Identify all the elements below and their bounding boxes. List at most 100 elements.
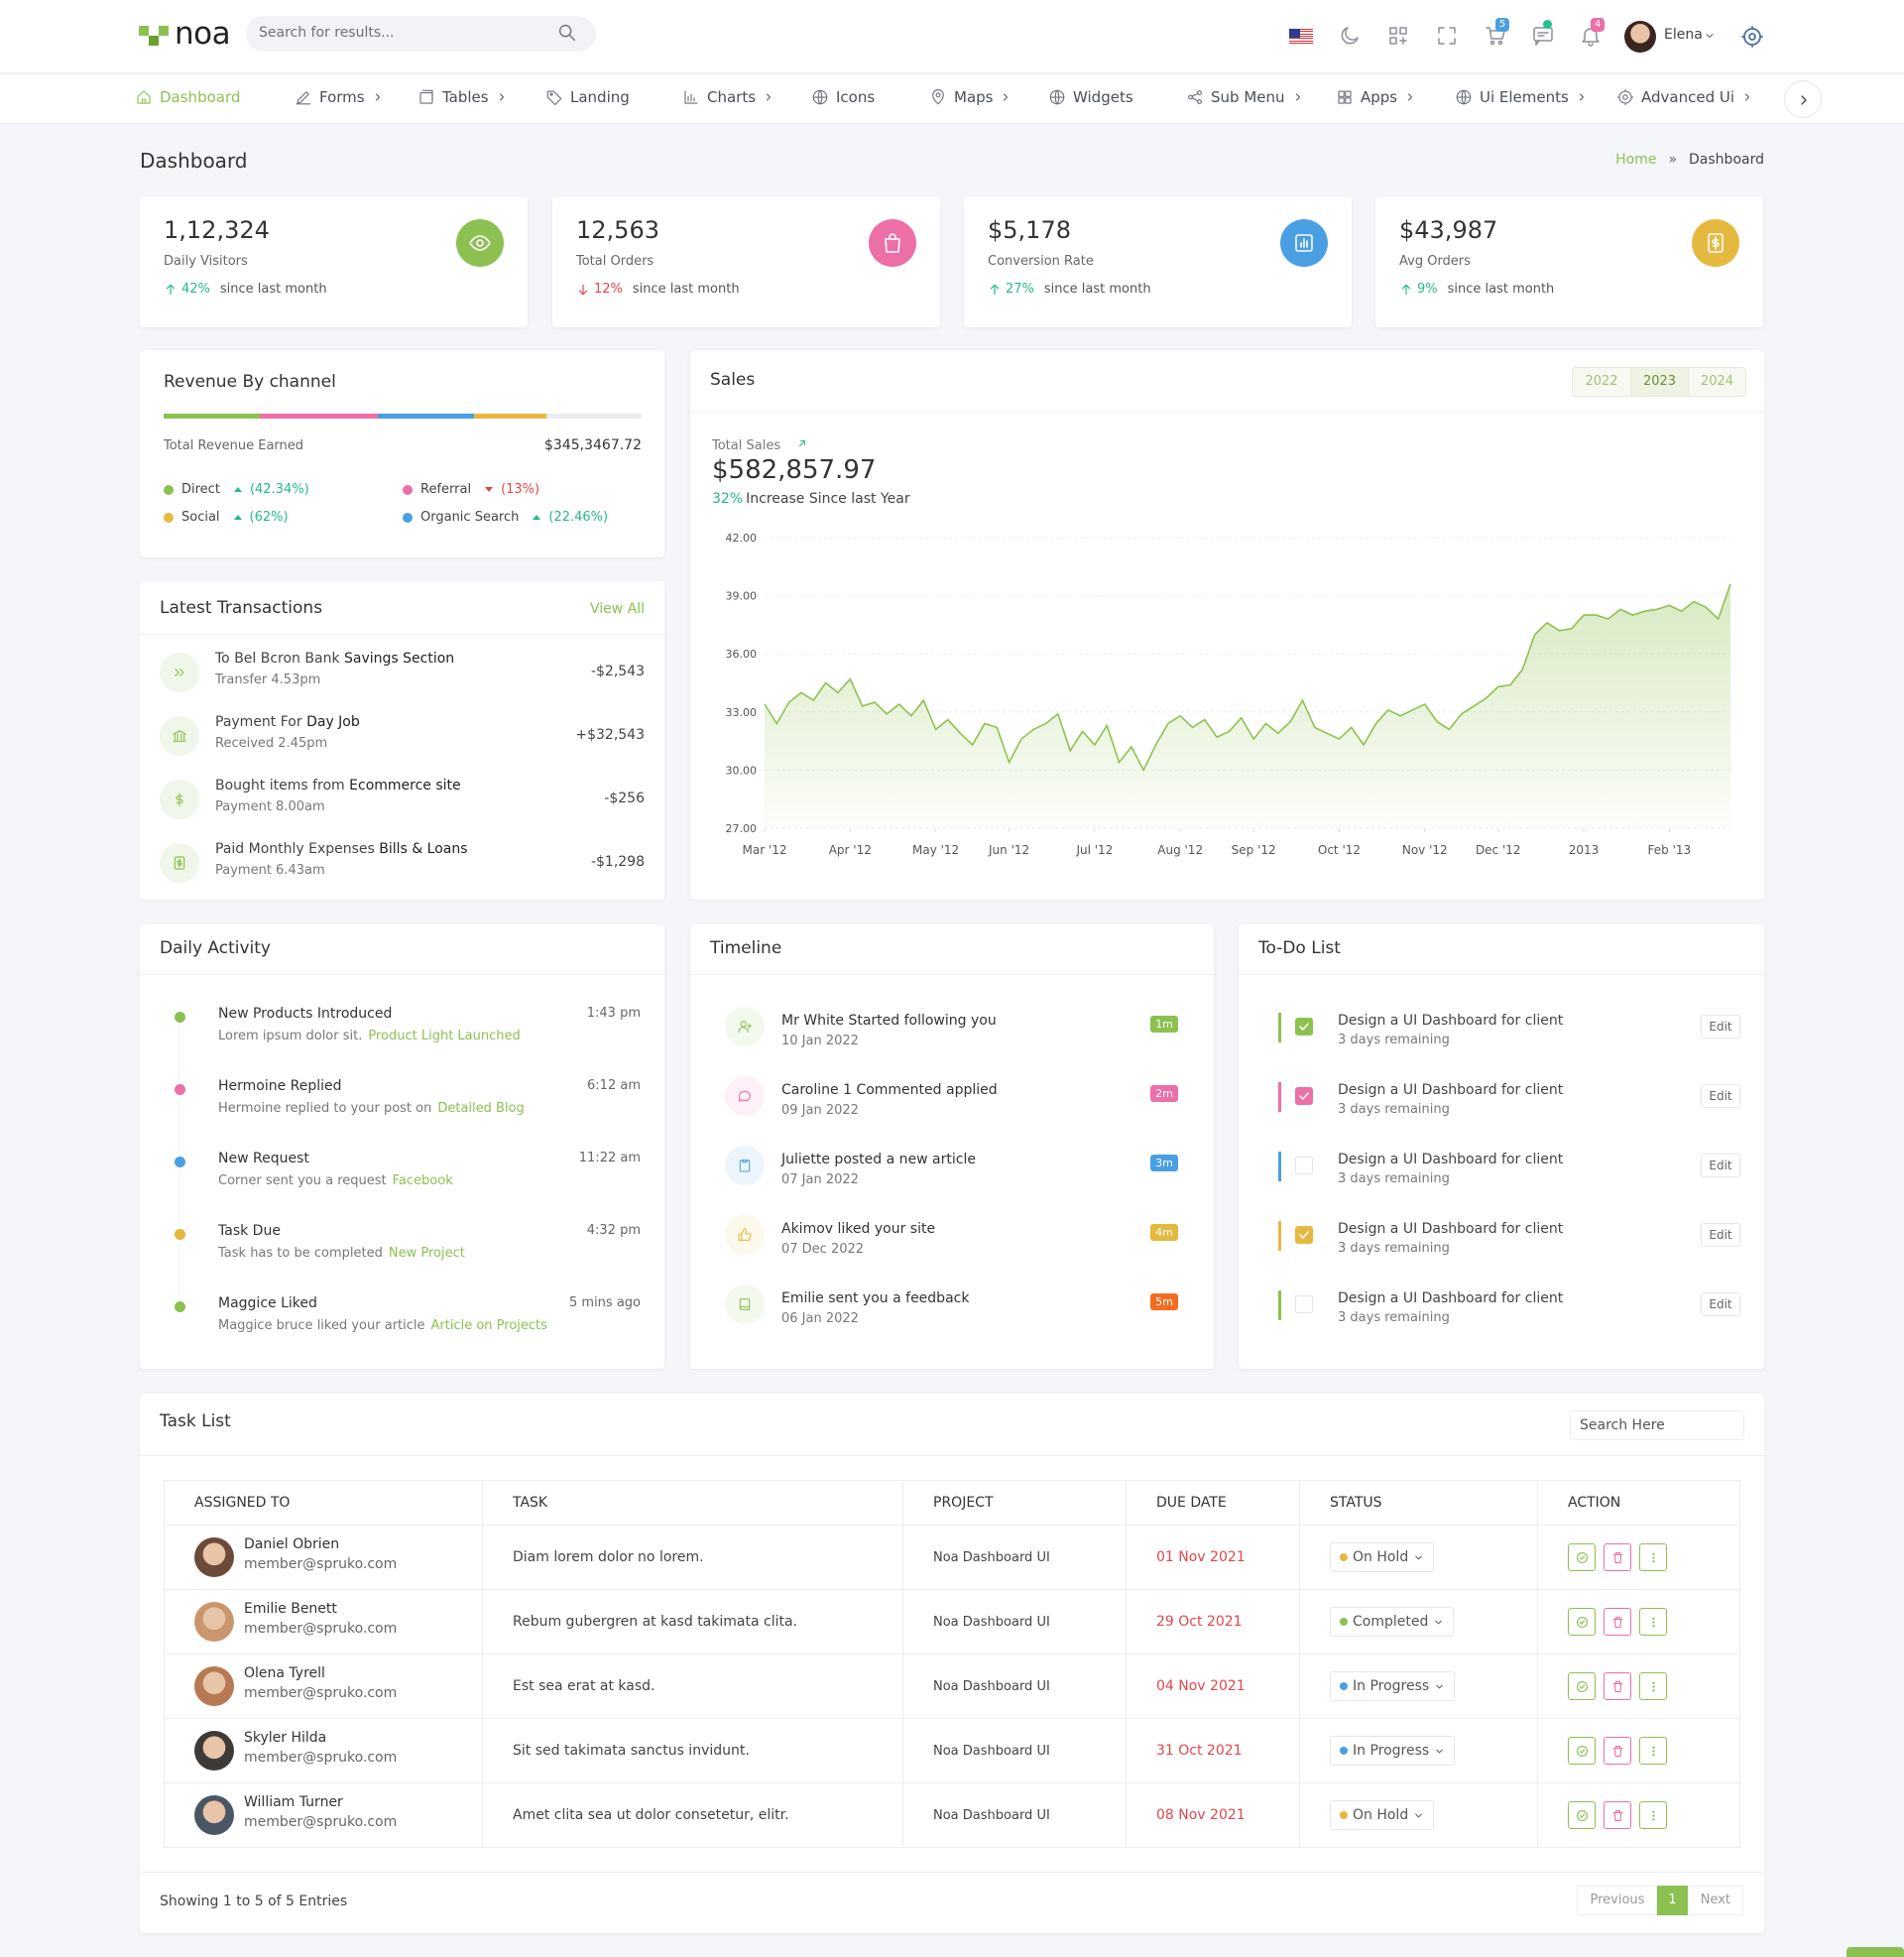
nav-label[interactable]: Landing [570, 88, 630, 106]
activity-link[interactable]: Facebook [392, 1173, 453, 1188]
action-button[interactable] [1604, 1543, 1631, 1571]
nav-item[interactable]: Charts [682, 88, 774, 106]
divider [690, 974, 1214, 975]
nav-item[interactable]: Ui Elements [1455, 88, 1588, 106]
nav-label[interactable]: Widgets [1073, 88, 1133, 106]
icon-part [174, 856, 185, 870]
nav-item[interactable]: Dashboard [135, 88, 240, 106]
todo-note: 3 days remaining [1338, 1241, 1450, 1256]
icon-part [1652, 1617, 1655, 1620]
nav-label[interactable]: Forms [319, 88, 365, 106]
activity-link[interactable]: Product Light Launched [368, 1029, 521, 1043]
year-tab[interactable]: 2024 [1688, 368, 1745, 396]
search-box[interactable]: Search for results... [246, 16, 596, 52]
transaction-icon [160, 780, 199, 819]
nav-item[interactable]: Apps [1336, 88, 1416, 106]
nav-item[interactable]: Maps [929, 88, 1012, 106]
chat-button[interactable] [1530, 23, 1556, 49]
status-label: Completed [1353, 1614, 1429, 1630]
language-flag[interactable] [1289, 29, 1313, 45]
action-button[interactable] [1604, 1801, 1631, 1829]
action-button[interactable] [1639, 1737, 1667, 1765]
nav-label[interactable]: Icons [836, 88, 876, 106]
edit-button[interactable]: Edit [1701, 1154, 1740, 1177]
nav-label[interactable]: Maps [954, 88, 994, 106]
checkbox[interactable] [1295, 1295, 1313, 1313]
action-button[interactable] [1604, 1672, 1631, 1700]
checkbox[interactable] [1295, 1018, 1313, 1036]
stat-label: Conversion Rate [988, 254, 1094, 269]
channel-dot [403, 484, 413, 495]
status-chip[interactable]: Completed [1330, 1607, 1455, 1637]
action-button[interactable] [1568, 1543, 1596, 1571]
page-button[interactable]: Next [1687, 1886, 1743, 1915]
task-cell: Amet clita sea ut dolor consetetur, elit… [482, 1782, 903, 1848]
checkbox[interactable] [1295, 1157, 1313, 1174]
icon [419, 89, 433, 104]
nav-label[interactable]: Dashboard [160, 88, 241, 106]
nav-label[interactable]: Ui Elements [1480, 88, 1569, 106]
channel-dot [164, 484, 174, 495]
nav-item[interactable]: Tables [417, 88, 508, 106]
task-search[interactable]: Search Here [1570, 1410, 1744, 1440]
activity-link[interactable]: New Project [388, 1246, 465, 1261]
status-label: On Hold [1353, 1549, 1409, 1565]
year-tab[interactable]: 2023 [1630, 368, 1688, 396]
status-chip[interactable]: In Progress [1330, 1671, 1456, 1701]
activity-link[interactable]: Article on Projects [430, 1318, 547, 1333]
nav-item[interactable]: Landing [545, 88, 630, 106]
edit-button[interactable]: Edit [1701, 1292, 1740, 1316]
nav-label[interactable]: Sub Menu [1211, 88, 1285, 106]
edit-button[interactable]: Edit [1701, 1223, 1740, 1247]
transaction-icon [160, 716, 199, 756]
icon-part [1436, 1684, 1443, 1688]
nav-label[interactable]: Apps [1361, 88, 1398, 106]
action-button[interactable] [1639, 1672, 1667, 1700]
progress-segment [164, 414, 260, 419]
status-chip[interactable]: On Hold [1330, 1800, 1435, 1830]
icon-part [767, 93, 772, 101]
icon-part [739, 1090, 751, 1102]
action-button[interactable] [1604, 1608, 1631, 1636]
nav-scroll-button[interactable] [1784, 80, 1822, 118]
full-button[interactable] [1434, 23, 1460, 49]
nav-label[interactable]: Advanced Ui [1641, 88, 1735, 106]
status-chip[interactable]: In Progress [1330, 1736, 1456, 1766]
page-button[interactable]: 1 [1657, 1886, 1688, 1915]
icon [1612, 1745, 1623, 1758]
nav-item[interactable]: Widgets [1048, 88, 1133, 106]
nav-item[interactable]: Icons [811, 88, 875, 106]
view-all-link[interactable]: View All [589, 601, 645, 617]
edit-button[interactable]: Edit [1701, 1084, 1740, 1108]
nav-item[interactable]: Forms [295, 88, 384, 106]
trend-arrow [533, 515, 541, 520]
nav-label[interactable]: Tables [442, 88, 489, 106]
checkbox[interactable] [1295, 1087, 1313, 1105]
user-name[interactable]: Elena [1664, 27, 1703, 43]
nav-label[interactable]: Charts [707, 88, 757, 106]
action-button[interactable] [1639, 1608, 1667, 1636]
activity-link[interactable]: Detailed Blog [437, 1101, 525, 1116]
nav-item[interactable]: Advanced Ui [1616, 88, 1753, 106]
nav-item[interactable]: Sub Menu [1186, 88, 1304, 106]
action-button[interactable] [1568, 1672, 1596, 1700]
year-tab[interactable]: 2022 [1573, 368, 1630, 396]
priority-bar [1278, 1290, 1281, 1320]
activity-time: 5 mins ago [569, 1295, 641, 1310]
user-avatar[interactable] [1624, 21, 1656, 53]
breadcrumb-link[interactable]: Home [1615, 152, 1657, 168]
action-button[interactable] [1639, 1543, 1667, 1571]
scroll-top-tab[interactable] [1846, 1947, 1904, 1957]
checkbox[interactable] [1295, 1226, 1313, 1244]
action-button[interactable] [1568, 1608, 1596, 1636]
action-button[interactable] [1568, 1801, 1596, 1829]
page-button[interactable]: Previous [1577, 1886, 1658, 1915]
channel-change: (62%) [249, 510, 289, 525]
action-button[interactable] [1568, 1737, 1596, 1765]
action-button[interactable] [1639, 1801, 1667, 1829]
edit-button[interactable]: Edit [1701, 1015, 1740, 1039]
status-chip[interactable]: On Hold [1330, 1542, 1435, 1572]
action-button[interactable] [1604, 1737, 1631, 1765]
moon-button[interactable] [1337, 23, 1363, 49]
grid-button[interactable] [1385, 23, 1411, 49]
